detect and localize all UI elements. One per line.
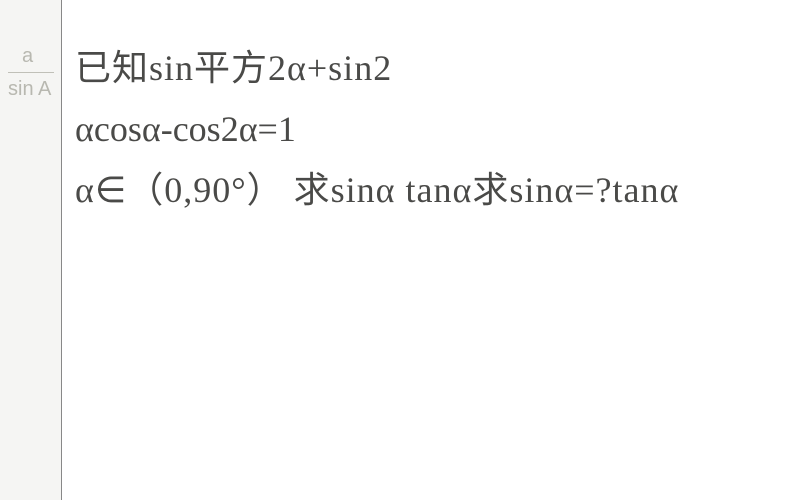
- fraction-denominator: sin A: [8, 78, 51, 101]
- problem-line-1: 已知sin平方2α+sin2: [75, 38, 780, 99]
- math-problem-text: 已知sin平方2α+sin2 αcosα-cos2α=1 α∈（0,90°） 求…: [75, 38, 780, 222]
- problem-line-3: α∈（0,90°） 求sinα tanα求sinα=?tanα: [75, 160, 780, 221]
- fraction-bar: [8, 72, 54, 73]
- left-margin-strip: a sin A: [0, 0, 62, 500]
- fraction-numerator: a: [22, 45, 33, 68]
- problem-line-2: αcosα-cos2α=1: [75, 99, 780, 160]
